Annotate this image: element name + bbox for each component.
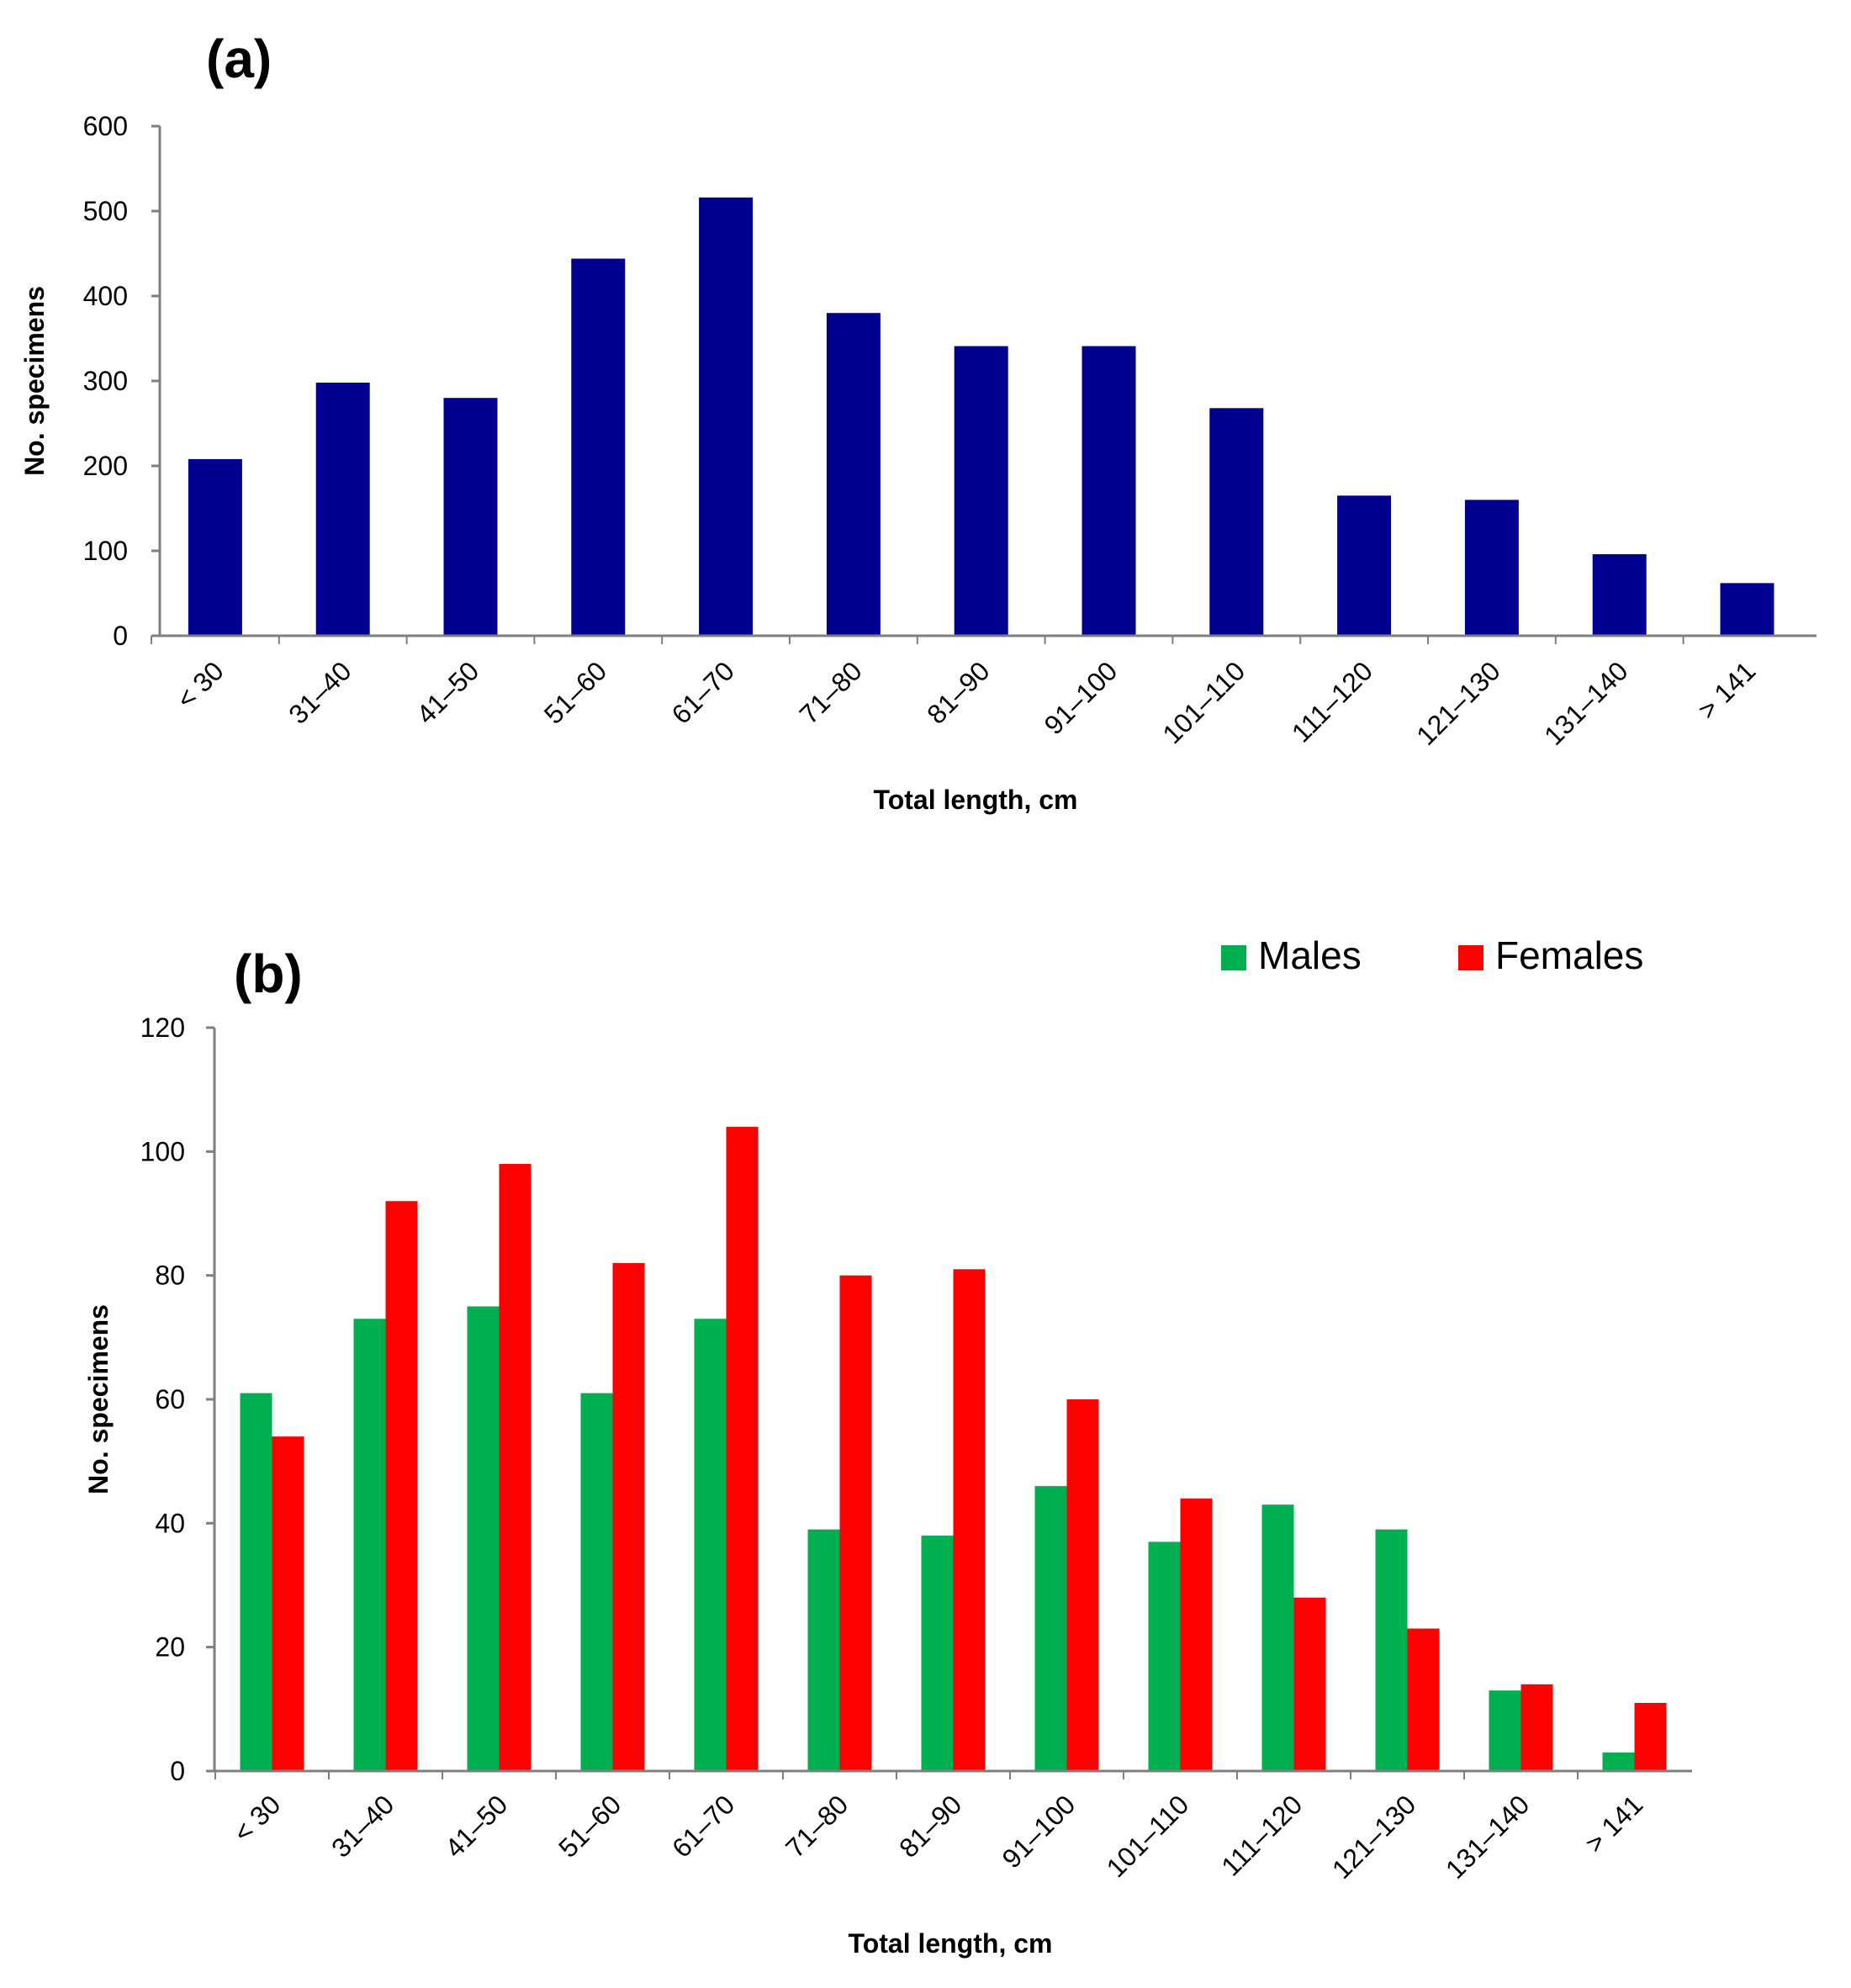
bar-males-12 [1602, 1752, 1635, 1771]
x-axis-title-b: Total length, cm [849, 1928, 1053, 1959]
chart-b: (b) 0 20 40 60 80 100 120 < 30 31–40 41–50 51–60 61… [83, 933, 1692, 1959]
x-tick-label: 71–80 [780, 1789, 854, 1863]
bar-total-7 [1082, 346, 1136, 636]
x-tick-label: 101–110 [1101, 1789, 1195, 1883]
bar-males-3 [580, 1393, 613, 1771]
x-tick-label: < 30 [171, 655, 230, 714]
y-tick-label: 0 [113, 621, 128, 651]
x-tick-label: 131–140 [1440, 1789, 1536, 1885]
x-tick-label: 81–90 [893, 1789, 967, 1863]
bar-females-11 [1520, 1684, 1553, 1771]
bar-males-10 [1375, 1529, 1408, 1771]
y-tick-label: 600 [83, 111, 128, 141]
legend-swatch-males [1221, 945, 1246, 970]
bar-females-6 [953, 1269, 986, 1771]
x-tick-label: 61–70 [666, 655, 740, 729]
y-tick-label: 60 [155, 1384, 185, 1414]
y-tick-label: 0 [170, 1756, 185, 1786]
legend-label-males: Males [1258, 933, 1362, 977]
legend-label-females: Females [1495, 933, 1643, 977]
x-tick-label: 71–80 [793, 655, 867, 729]
bar-total-10 [1464, 500, 1519, 636]
x-tick-label: 41–50 [410, 655, 484, 729]
bar-males-11 [1489, 1690, 1521, 1771]
x-tick-label: 131–140 [1538, 655, 1634, 751]
x-tick-label: 91–100 [996, 1789, 1081, 1874]
legend-b: Males Females [1221, 933, 1643, 977]
bar-males-2 [467, 1306, 500, 1771]
bar-females-12 [1634, 1702, 1667, 1771]
bar-females-2 [499, 1164, 532, 1771]
bar-total-0 [188, 458, 242, 636]
bar-total-12 [1720, 583, 1774, 636]
panel-label-a: (a) [206, 29, 272, 89]
x-tick-label: 101–110 [1156, 655, 1251, 749]
x-tick-label: 121–130 [1410, 655, 1506, 751]
bar-males-7 [1034, 1486, 1067, 1771]
y-tick-label: 100 [140, 1136, 185, 1166]
bar-total-2 [443, 398, 498, 636]
bar-males-6 [921, 1536, 954, 1771]
y-tick-label: 20 [155, 1632, 185, 1663]
y-tick-label: 120 [140, 1013, 185, 1043]
bar-males-5 [807, 1529, 840, 1771]
x-tick-label: 41–50 [439, 1789, 513, 1863]
bar-total-1 [315, 383, 370, 636]
x-axis-title-a: Total length, cm [874, 785, 1078, 815]
bar-males-4 [694, 1319, 727, 1771]
y-tick-label: 80 [155, 1261, 185, 1291]
x-tick-label: 31–40 [325, 1789, 399, 1863]
x-tick-label: > 141 [1692, 655, 1762, 725]
bar-females-9 [1293, 1597, 1326, 1771]
bar-males-0 [240, 1393, 272, 1771]
bar-total-9 [1337, 495, 1392, 636]
bar-males-8 [1148, 1541, 1181, 1771]
y-tick-label: 500 [83, 196, 128, 226]
bar-total-6 [954, 346, 1008, 636]
panel-label-b: (b) [234, 944, 303, 1004]
bar-total-4 [699, 197, 754, 637]
bar-males-1 [353, 1319, 386, 1771]
chart-a: (a) 0 100 200 300 400 500 600 < 30 31–40 41–50 51–… [19, 29, 1817, 815]
x-tick-label: 121–130 [1326, 1789, 1422, 1885]
y-tick-label: 40 [155, 1508, 185, 1538]
y-axis-title-b: No. specimens [83, 1304, 114, 1494]
bar-females-5 [839, 1275, 872, 1771]
x-tick-label: 61–70 [666, 1789, 740, 1863]
y-axis-title-a: No. specimens [19, 286, 50, 476]
legend-swatch-females [1458, 945, 1483, 970]
bar-females-10 [1407, 1628, 1440, 1771]
bar-females-3 [612, 1262, 645, 1771]
x-tick-label: 111–120 [1215, 1789, 1308, 1881]
bar-females-7 [1066, 1399, 1099, 1771]
x-tick-label: 51–60 [538, 655, 612, 729]
x-tick-label: < 30 [227, 1789, 286, 1848]
y-tick-label: 300 [83, 366, 128, 396]
bar-females-8 [1180, 1498, 1213, 1771]
bar-total-8 [1209, 408, 1264, 636]
y-tick-label: 100 [83, 536, 128, 566]
bar-total-11 [1592, 554, 1647, 636]
bar-total-5 [826, 313, 881, 636]
x-tick-label: 31–40 [283, 655, 357, 729]
x-tick-label: 51–60 [553, 1789, 627, 1863]
y-tick-label: 400 [83, 281, 128, 311]
bar-females-4 [726, 1126, 759, 1771]
bar-total-3 [571, 258, 626, 636]
bar-males-9 [1261, 1504, 1294, 1771]
bar-females-1 [385, 1201, 418, 1771]
x-tick-label: 111–120 [1286, 655, 1378, 748]
x-tick-label: 81–90 [921, 655, 995, 729]
bar-females-0 [272, 1436, 304, 1771]
x-tick-label: 91–100 [1038, 655, 1123, 740]
x-tick-label: > 141 [1579, 1789, 1649, 1858]
y-tick-label: 200 [83, 451, 128, 481]
